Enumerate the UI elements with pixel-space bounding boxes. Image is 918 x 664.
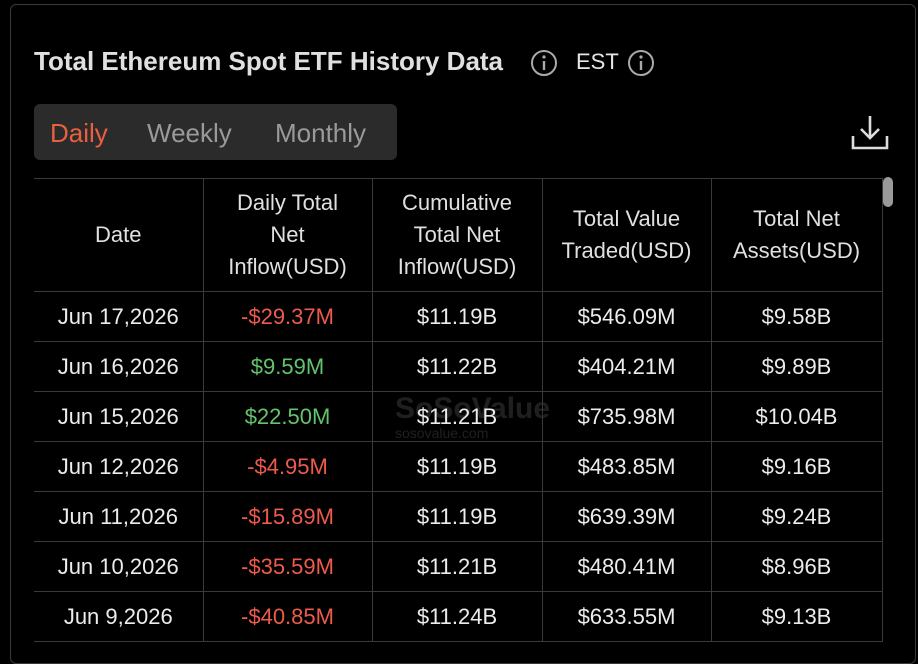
- table-cell: $9.24B: [710, 491, 883, 542]
- table-cell: $480.41M: [541, 541, 712, 592]
- page: {"header":{"title":"Total Ethereum Spot …: [10, 4, 916, 664]
- table-cell: $22.50M: [202, 391, 373, 442]
- table-cell: $11.19B: [371, 491, 543, 542]
- table-cell: $404.21M: [541, 341, 712, 392]
- table-cell: Jun 10,2026: [34, 541, 204, 592]
- table-row: Jun 16,2026 $9.59M $11.22B $404.21M $9.89B: [34, 341, 883, 392]
- table-cell: -$35.59M: [202, 541, 373, 592]
- column-header: Daily Total Net Inflow(USD): [202, 178, 373, 292]
- table-row: Jun 9,2026 -$40.85M $11.24B $633.55M $9.13B: [34, 591, 883, 642]
- table-cell: $11.21B: [371, 541, 543, 592]
- tab[interactable]: Monthly: [275, 118, 367, 148]
- data-table: Date Daily Total Net Inflow(USD) Cumulativ…: [34, 178, 883, 642]
- table-row: Jun 12,2026 -$4.95M $11.19B $483.85M $9.16B: [34, 441, 883, 492]
- table-cell: $9.89B: [710, 341, 883, 392]
- table-cell: $9.16B: [710, 441, 883, 492]
- table-cell: $11.21B: [371, 391, 543, 442]
- download-button[interactable]: [850, 114, 890, 152]
- table-cell: $11.22B: [371, 341, 543, 392]
- table-cell: $483.85M: [541, 441, 712, 492]
- timezone: EST: [576, 49, 619, 74]
- table-cell: $10.04B: [710, 391, 883, 442]
- table-cell: -$40.85M: [202, 591, 373, 642]
- table-cell: Jun 12,2026: [34, 441, 204, 492]
- table-cell: $735.98M: [541, 391, 712, 442]
- column-header: Date: [34, 178, 204, 292]
- table-cell: Jun 9,2026: [34, 591, 204, 642]
- column-header: Cumulative Total Net Inflow(USD): [371, 178, 543, 292]
- table-cell: -$15.89M: [202, 491, 373, 542]
- table-cell: -$4.95M: [202, 441, 373, 492]
- column-header: Total Net Assets(USD): [710, 178, 883, 292]
- title: Total Ethereum Spot ETF History Data: [34, 46, 504, 76]
- tab[interactable]: Daily: [50, 118, 108, 148]
- table-cell: $9.58B: [710, 291, 883, 342]
- table-cell: $9.13B: [710, 591, 883, 642]
- table-row: Jun 10,2026 -$35.59M $11.21B $480.41M $8.96B: [34, 541, 883, 592]
- scrollbar[interactable]: [883, 177, 893, 207]
- table-cell: -$29.37M: [202, 291, 373, 342]
- table-cell: $639.39M: [541, 491, 712, 542]
- table-cell: Jun 16,2026: [34, 341, 204, 392]
- info-icon[interactable]: [627, 49, 655, 77]
- table-cell: Jun 17,2026: [34, 291, 204, 342]
- table-cell: $633.55M: [541, 591, 712, 642]
- column-header: Total Value Traded(USD): [541, 178, 712, 292]
- table-row: Jun 15,2026 $22.50M $11.21B $735.98M $10.04B: [34, 391, 883, 442]
- table-row: Jun 11,2026 -$15.89M $11.19B $639.39M $9.24B: [34, 491, 883, 542]
- tab-bar: Daily Weekly Monthly: [34, 104, 397, 160]
- table-cell: Jun 15,2026: [34, 391, 204, 442]
- tab[interactable]: Weekly: [147, 118, 232, 148]
- header-row: Date Daily Total Net Inflow(USD) Cumulativ…: [34, 178, 883, 292]
- table-cell: $8.96B: [710, 541, 883, 592]
- table-row: Jun 17,2026 -$29.37M $11.19B $546.09M $9.58B: [34, 291, 883, 342]
- info-icon[interactable]: [530, 49, 558, 77]
- table-cell: $11.19B: [371, 291, 543, 342]
- table-cell: $546.09M: [541, 291, 712, 342]
- table-cell: $11.19B: [371, 441, 543, 492]
- table-cell: $9.59M: [202, 341, 373, 392]
- table-cell: $11.24B: [371, 591, 543, 642]
- table-cell: Jun 11,2026: [34, 491, 204, 542]
